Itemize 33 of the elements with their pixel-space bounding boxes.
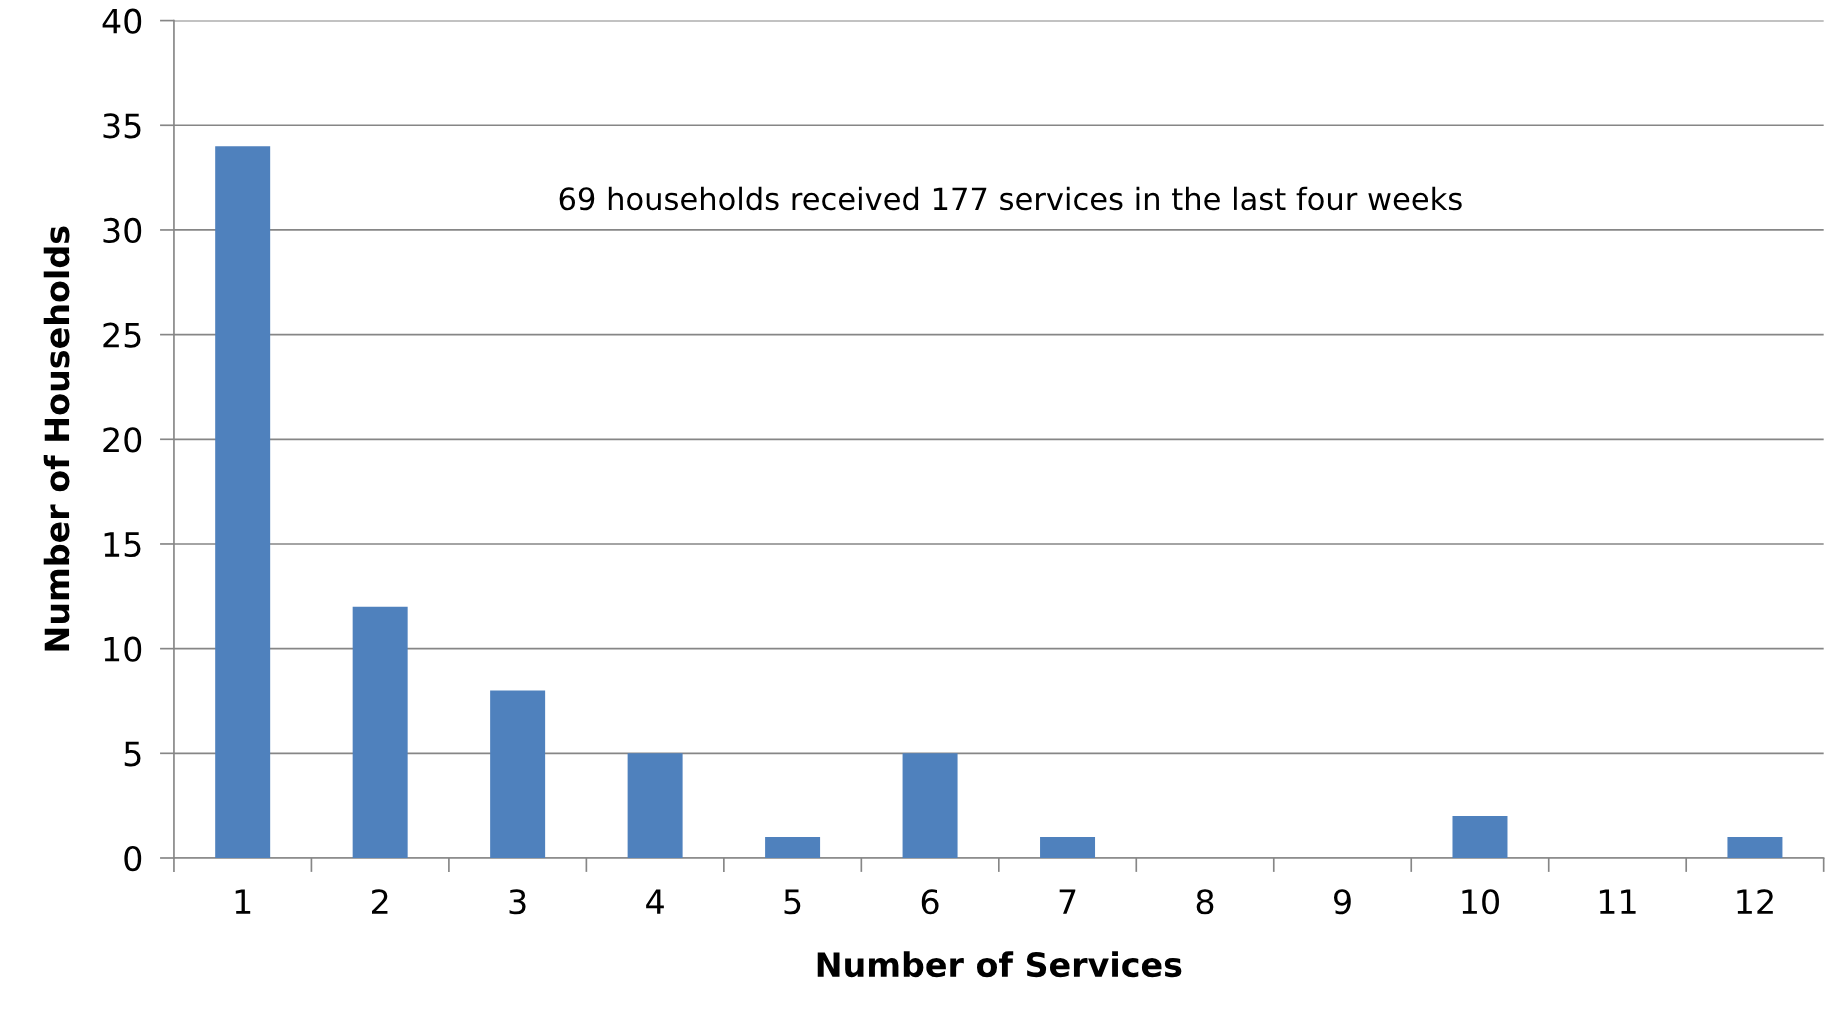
- y-tick-label: 5: [124, 741, 141, 767]
- bar: [1040, 837, 1096, 858]
- x-axis-title: Number of Services: [817, 951, 1182, 978]
- x-tick-label: 10: [1462, 889, 1499, 915]
- x-tick-label: 4: [646, 889, 664, 914]
- x-tick-label: 3: [509, 889, 526, 915]
- x-tick-label: 7: [1059, 889, 1076, 914]
- bar: [765, 837, 821, 858]
- y-tick-label: 35: [103, 113, 141, 139]
- x-tick-label: 8: [1196, 889, 1214, 915]
- bar: [215, 146, 271, 858]
- x-tick-label: 5: [784, 889, 801, 915]
- y-tick-label: 20: [103, 427, 142, 453]
- y-tick-label: 40: [102, 8, 142, 34]
- y-tick-label: 30: [103, 217, 142, 244]
- y-tick-label: 10: [104, 636, 142, 662]
- x-tick-label: 9: [1334, 889, 1351, 915]
- bar: [352, 606, 408, 858]
- annotation: 69 households received 177 services in the last four weeks: [559, 186, 1462, 211]
- x-tick-label: 1: [235, 889, 251, 914]
- y-axis-title: Number of Households: [43, 226, 70, 651]
- x-tick-label: 11: [1599, 889, 1636, 914]
- bar: [1452, 816, 1508, 858]
- bar: [1727, 837, 1783, 858]
- y-tick-label: 0: [124, 845, 142, 872]
- y-tick-label: 15: [104, 532, 141, 558]
- bar: [902, 753, 958, 858]
- bar: [627, 753, 683, 858]
- bar: [490, 690, 546, 858]
- x-tick-label: 2: [372, 889, 388, 914]
- y-tick-label: 25: [103, 322, 141, 348]
- x-tick-label: 12: [1737, 889, 1773, 914]
- x-tick-label: 6: [921, 889, 939, 915]
